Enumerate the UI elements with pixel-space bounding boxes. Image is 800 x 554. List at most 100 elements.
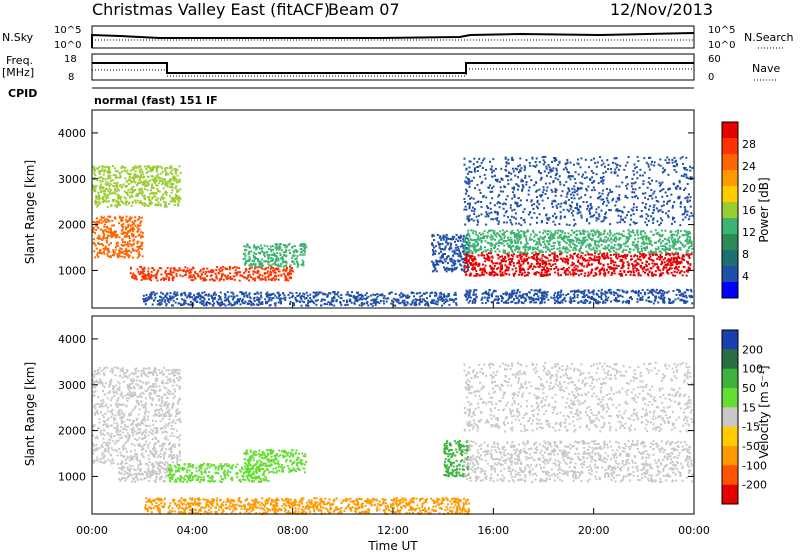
power-cell: [553, 236, 556, 239]
power-cell: [638, 251, 641, 253]
power-cell: [550, 265, 553, 268]
power-cell: [665, 253, 668, 256]
power-cell: [178, 178, 181, 181]
power-cell: [601, 192, 604, 195]
power-cell: [657, 240, 660, 243]
power-cell: [489, 229, 492, 232]
power-cell: [512, 245, 515, 248]
power-cell: [607, 192, 610, 195]
power-cell: [483, 230, 486, 233]
power-cell: [686, 201, 689, 203]
power-cell: [666, 262, 669, 265]
power-cell: [248, 256, 251, 259]
power-cell: [688, 230, 691, 233]
power-cell: [295, 257, 298, 260]
power-cell: [531, 204, 533, 207]
power-cell: [568, 244, 571, 247]
power-cell: [554, 177, 557, 180]
power-cell: [257, 270, 259, 273]
power-cell: [608, 266, 611, 268]
power-cell: [480, 182, 483, 185]
power-cell: [149, 200, 152, 203]
power-cell: [344, 303, 347, 306]
power-cell: [574, 247, 577, 250]
power-cell: [146, 298, 149, 301]
power-cell: [542, 241, 545, 243]
power-cell: [213, 279, 216, 282]
power-cell: [535, 181, 538, 184]
power-cell: [201, 291, 204, 294]
power-cell: [470, 239, 473, 242]
power-cell: [236, 271, 239, 274]
power-cell: [496, 217, 499, 220]
power-cell: [100, 176, 103, 179]
power-cell: [496, 274, 499, 276]
power-cell: [108, 169, 111, 172]
power-cell: [647, 163, 650, 166]
power-cell: [376, 293, 379, 295]
power-cell: [245, 268, 247, 270]
power-cell: [580, 196, 583, 199]
power-cell: [117, 244, 120, 247]
power-cell: [350, 294, 353, 297]
power-cell: [545, 167, 548, 170]
power-cell: [653, 263, 656, 265]
power-cell: [615, 256, 618, 259]
power-cell: [615, 248, 618, 251]
power-cell: [94, 232, 97, 235]
power-cell: [640, 249, 643, 252]
power-cell: [521, 184, 524, 187]
power-cell: [243, 276, 246, 279]
power-cell: [559, 236, 562, 239]
power-cell: [128, 230, 131, 233]
power-cell: [597, 213, 600, 216]
power-cell: [612, 253, 615, 256]
power-cell: [227, 274, 229, 277]
power-cell: [485, 271, 488, 274]
power-cell: [559, 229, 562, 232]
power-cell: [244, 276, 247, 279]
power-cell: [271, 297, 274, 300]
power-cell: [220, 266, 223, 269]
power-cell: [636, 245, 639, 248]
power-cell: [104, 245, 107, 248]
power-cell: [536, 241, 539, 244]
power-cell: [579, 211, 582, 214]
power-cell: [466, 215, 469, 218]
power-cell: [573, 218, 576, 221]
power-cell: [180, 294, 183, 297]
power-cell: [420, 294, 423, 297]
power-cell: [551, 202, 553, 205]
power-cell: [211, 278, 214, 280]
power-cell: [656, 253, 658, 256]
power-cell: [689, 169, 692, 172]
power-cell: [192, 267, 195, 270]
power-cell: [411, 301, 414, 304]
power-cell: [302, 243, 305, 245]
power-cell: [518, 265, 521, 268]
power-cell: [644, 192, 647, 195]
power-cell: [435, 245, 437, 248]
power-cell: [287, 273, 290, 276]
power-cell: [117, 200, 120, 203]
power-cell: [683, 173, 686, 176]
power-cell: [248, 245, 251, 248]
power-cell: [612, 197, 615, 200]
power-cell: [407, 296, 410, 299]
power-cell: [621, 264, 624, 267]
power-cell: [480, 205, 483, 208]
power-cell: [651, 271, 653, 274]
station-title: Christmas Valley East (fitACF): [92, 0, 330, 19]
power-cell: [538, 238, 541, 240]
power-cell: [681, 274, 684, 277]
power-cell: [629, 233, 632, 236]
power-cell: [113, 167, 116, 170]
power-cell: [169, 269, 172, 272]
power-cell: [515, 270, 518, 273]
power-cell: [379, 300, 382, 302]
power-cell: [232, 292, 235, 295]
power-cell: [610, 238, 613, 241]
power-cell: [178, 267, 181, 270]
power-cell: [157, 269, 160, 272]
power-cell: [505, 210, 508, 213]
